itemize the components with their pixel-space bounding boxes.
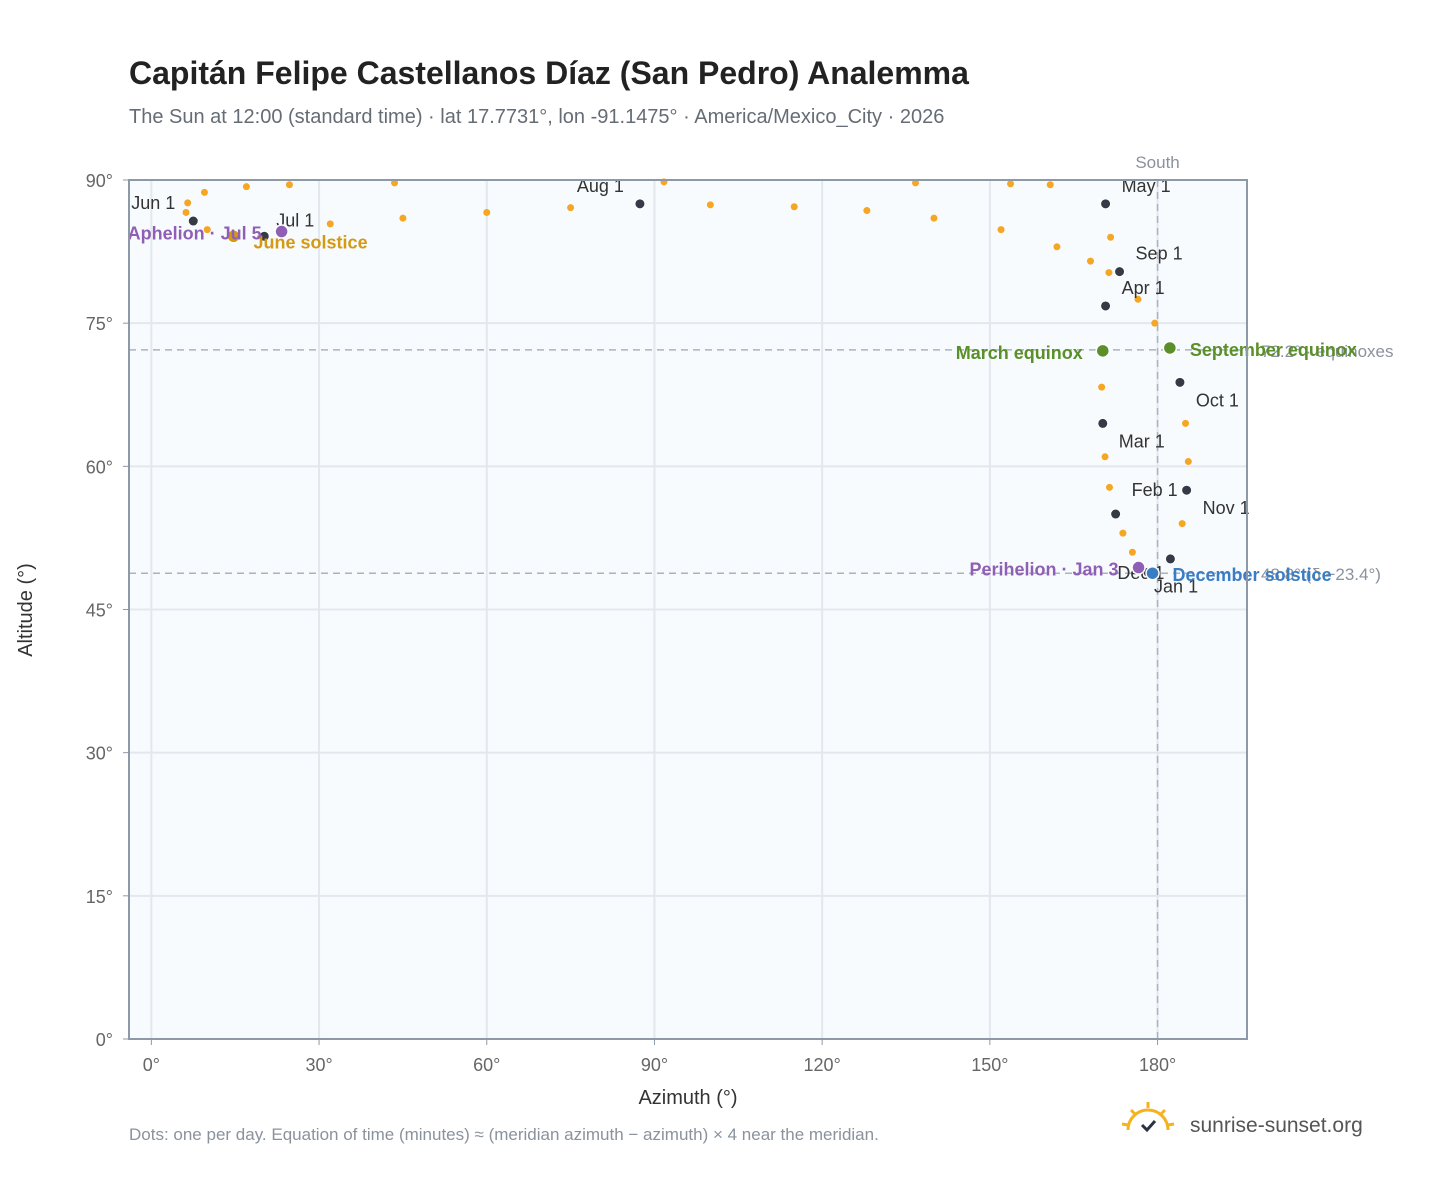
daily-dot [997, 226, 1005, 234]
brand: sunrise-sunset.org [1190, 1114, 1363, 1137]
daily-dot [1105, 269, 1113, 277]
footnote: Dots: one per day. Equation of time (min… [129, 1125, 879, 1144]
reference-label: 72.2° · equinoxes [1261, 342, 1394, 361]
x-tick-label: 180° [1139, 1055, 1176, 1075]
daily-dot [285, 181, 293, 189]
event-dot [274, 224, 289, 239]
y-tick-label: 75° [86, 314, 113, 334]
month-dot [1100, 198, 1112, 210]
daily-dot [1184, 458, 1192, 466]
daily-dot [1107, 233, 1115, 241]
y-tick-label: 0° [96, 1030, 113, 1050]
month-label: Apr 1 [1122, 278, 1165, 298]
daily-dot [1182, 419, 1190, 427]
event-dot [1145, 565, 1160, 581]
y-tick-label: 90° [86, 171, 113, 191]
event-label: Aphelion · Jul 5 [128, 224, 262, 244]
event-label: Perihelion · Jan 3 [970, 560, 1119, 580]
month-dot [1181, 484, 1193, 496]
daily-dot [1098, 383, 1106, 391]
month-label: Feb 1 [1132, 480, 1178, 500]
event-dot [226, 229, 241, 244]
daily-dot [483, 208, 491, 216]
daily-dot [242, 183, 250, 191]
month-label: Oct 1 [1196, 390, 1239, 410]
x-tick-label: 60° [473, 1055, 500, 1075]
reference-label: 48.8° (δ −23.4°) [1261, 565, 1381, 584]
daily-dot [1053, 243, 1061, 251]
month-label: Mar 1 [1119, 431, 1165, 451]
daily-dot [1101, 453, 1109, 461]
month-dot [1097, 417, 1109, 429]
daily-dot [912, 179, 920, 187]
daily-dot [184, 199, 192, 207]
event-dot [1095, 343, 1111, 359]
daily-dot [790, 203, 798, 211]
daily-dot [567, 204, 575, 212]
x-tick-label: 150° [971, 1055, 1008, 1075]
event-dot [1131, 560, 1146, 575]
daily-dot [863, 207, 871, 215]
daily-dot [399, 214, 407, 222]
month-label: May 1 [1122, 176, 1171, 196]
x-tick-label: 0° [143, 1055, 160, 1075]
month-dot [1110, 508, 1122, 520]
y-tick-label: 30° [86, 744, 113, 764]
month-label: Jul 1 [276, 210, 314, 230]
y-tick-label: 45° [86, 601, 113, 621]
daily-dot [1128, 548, 1136, 556]
event-label: December solstice [1173, 565, 1332, 585]
chart-subtitle: The Sun at 12:00 (standard time) · lat 1… [129, 106, 944, 128]
y-tick-label: 15° [86, 887, 113, 907]
month-label: Nov 1 [1203, 498, 1250, 518]
x-axis-label: Azimuth (°) [638, 1087, 737, 1109]
x-tick-label: 120° [804, 1055, 841, 1075]
month-dot [258, 230, 270, 242]
month-label: Sep 1 [1136, 244, 1183, 264]
reference-label: South [1135, 153, 1179, 172]
month-dot [634, 198, 646, 210]
daily-dot [203, 226, 211, 234]
x-tick-label: 90° [641, 1055, 668, 1075]
daily-dot [200, 188, 208, 196]
marks: 72.2° · equinoxes 48.8° (δ −23.4°) Jan 1 Fe… [128, 176, 1394, 596]
daily-dot [1134, 295, 1142, 303]
month-label: Aug 1 [577, 176, 624, 196]
daily-dot [930, 214, 938, 222]
brand-logo [1121, 1102, 1175, 1133]
x-tick-label: 30° [305, 1055, 332, 1075]
daily-dot [706, 201, 714, 209]
daily-dot [326, 220, 334, 228]
y-tick-label: 60° [86, 457, 113, 477]
month-dot [1174, 376, 1186, 388]
daily-dot [1007, 180, 1015, 188]
month-dot [187, 215, 199, 227]
event-label: June solstice [254, 232, 368, 252]
event-label: March equinox [956, 343, 1083, 363]
month-dot [1100, 300, 1112, 312]
month-dot [1164, 553, 1176, 565]
daily-dot [391, 179, 399, 187]
daily-dot [1086, 257, 1094, 265]
event-dot [1162, 340, 1178, 356]
daily-dot [1105, 483, 1113, 491]
daily-dot [182, 208, 190, 216]
month-label: Jan 1 [1154, 576, 1198, 596]
y-axis-label: Altitude (°) [15, 563, 37, 657]
daily-dot [1151, 319, 1159, 327]
daily-dot [1046, 181, 1054, 189]
event-label: September equinox [1190, 340, 1357, 360]
month-dot [1114, 266, 1126, 278]
month-label: Jun 1 [131, 193, 175, 213]
daily-dot [1178, 520, 1186, 528]
daily-dot [1119, 529, 1127, 537]
chart-title: Capitán Felipe Castellanos Díaz (San Ped… [129, 55, 969, 91]
